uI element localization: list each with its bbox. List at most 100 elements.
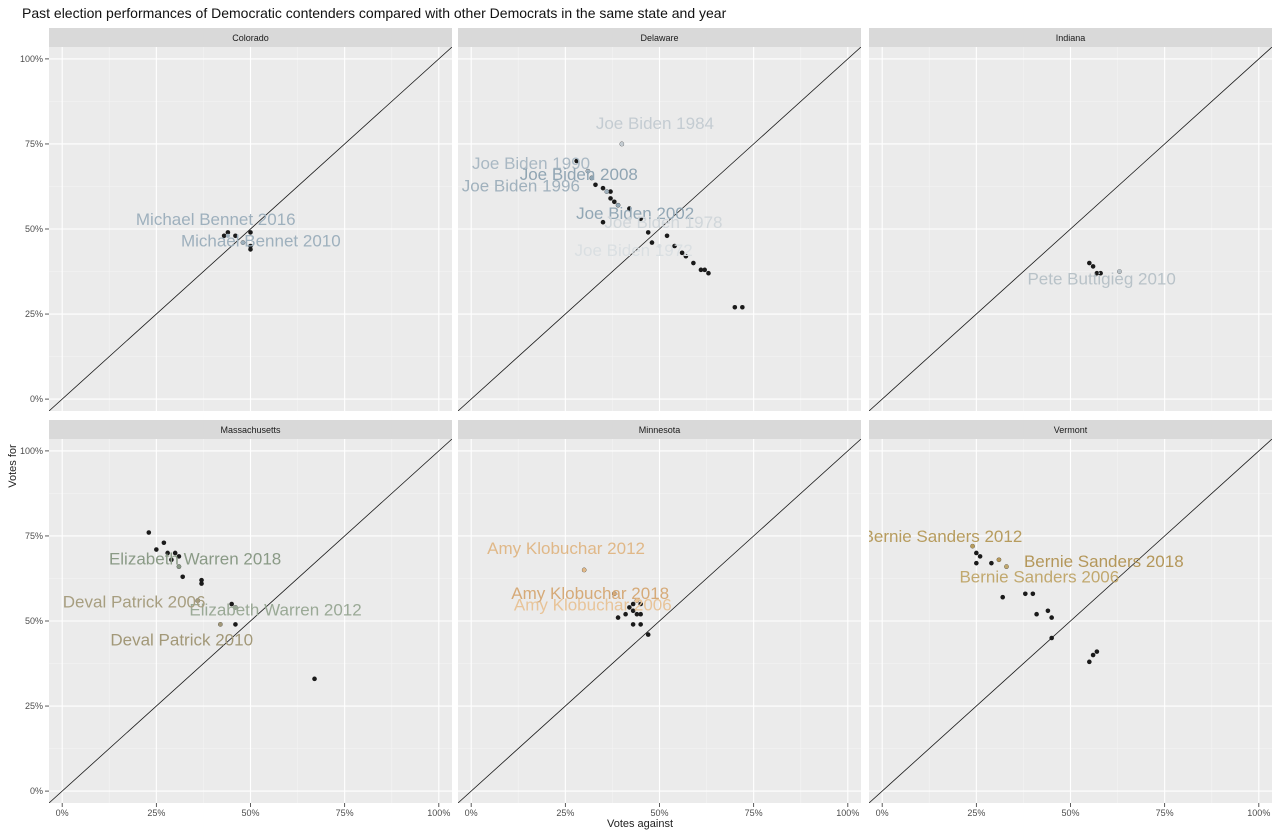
reference-line-equal	[458, 47, 861, 411]
data-point	[176, 554, 182, 559]
strip-vermont	[869, 420, 1272, 439]
strip-label-colorado: Colorado	[232, 33, 269, 43]
labeled-point	[1004, 564, 1009, 569]
data-point	[248, 243, 253, 249]
panel-colorado: Colorado Michael Bennet 2016 Michael Benne…	[20, 28, 452, 411]
x-tick-label: 25%	[967, 808, 985, 818]
point-label: Deval Patrick 2006	[63, 593, 206, 612]
data-point	[702, 267, 707, 273]
y-tick-label: 0%	[30, 786, 43, 796]
data-point	[1045, 608, 1051, 614]
data-point	[623, 611, 628, 617]
labeled-point	[627, 216, 632, 221]
point-label: Elizabeth Warren 2018	[109, 550, 281, 569]
data-point	[645, 230, 651, 235]
data-point	[1094, 270, 1100, 276]
strip-label-indiana: Indiana	[1056, 33, 1086, 43]
labeled-point	[615, 203, 621, 208]
panel-indiana: Indiana Pete Buttigieg 2010	[869, 28, 1272, 411]
y-tick-label: 50%	[25, 224, 43, 234]
point-label: Michael Bennet 2016	[136, 210, 296, 229]
point-label: Bernie Sanders 2018	[1024, 552, 1184, 571]
data-point	[172, 550, 178, 556]
x-tick-label: 25%	[147, 808, 165, 818]
data-point	[1034, 611, 1039, 617]
data-point	[161, 540, 167, 546]
point-label: Joe Biden 2002	[576, 204, 694, 223]
x-tick-label: 50%	[1061, 808, 1079, 818]
x-tick-label: 75%	[745, 808, 763, 818]
labeled-point	[176, 564, 182, 569]
labeled-point	[996, 557, 1002, 562]
data-point	[1094, 649, 1100, 654]
labeled-point	[589, 175, 594, 181]
y-tick-label: 100%	[20, 446, 43, 456]
strip-delaware	[458, 28, 861, 47]
point-label: Amy Klobuchar 2012	[487, 539, 645, 558]
labeled-point	[582, 567, 587, 573]
point-label: Pete Buttigieg 2010	[1027, 270, 1175, 289]
data-point	[1049, 615, 1054, 620]
y-tick-label: 75%	[25, 531, 43, 541]
data-point	[638, 611, 643, 617]
point-label: Bernie Sanders 2006	[959, 568, 1119, 587]
x-tick-label: 75%	[336, 808, 354, 818]
strip-massachusetts	[49, 420, 452, 439]
data-point	[248, 230, 253, 235]
data-point	[180, 574, 186, 580]
strip-indiana	[869, 28, 1272, 47]
data-point	[630, 622, 636, 627]
data-point	[638, 216, 643, 222]
data-point	[600, 185, 606, 191]
data-point	[1049, 635, 1054, 641]
reference-line-equal	[458, 439, 861, 803]
data-point	[683, 253, 689, 259]
reference-line-equal	[49, 47, 452, 411]
point-label: Elizabeth Warren 2012	[189, 600, 361, 619]
data-point	[679, 250, 685, 256]
data-point	[574, 158, 579, 164]
point-label: Joe Biden 2008	[520, 165, 638, 184]
labeled-point	[657, 243, 662, 249]
data-point	[672, 243, 677, 249]
labeled-point	[225, 233, 231, 238]
x-tick-label: 100%	[1247, 808, 1270, 818]
strip-label-massachusetts: Massachusetts	[220, 425, 281, 435]
data-point	[627, 206, 632, 211]
labeled-point	[619, 141, 624, 147]
data-point	[146, 530, 152, 535]
point-label: Joe Biden 1990	[472, 154, 590, 173]
data-point	[740, 304, 745, 310]
data-point	[630, 601, 636, 607]
strip-colorado	[49, 28, 452, 47]
y-tick-label: 100%	[20, 54, 43, 64]
y-tick-label: 50%	[25, 616, 43, 626]
x-axis-label: Votes against	[606, 818, 674, 830]
reference-line-equal	[869, 439, 1272, 803]
point-label: Joe Biden 1972	[575, 241, 693, 260]
data-point	[732, 304, 738, 310]
data-point	[1023, 591, 1028, 597]
data-point	[225, 230, 231, 235]
x-tick-label: 75%	[1156, 808, 1174, 818]
x-tick-label: 0%	[56, 808, 69, 818]
data-point	[1098, 270, 1103, 276]
data-point	[974, 560, 979, 566]
labeled-point	[604, 189, 609, 194]
data-point	[1087, 659, 1092, 665]
y-tick-label: 0%	[30, 394, 43, 404]
labeled-point	[218, 622, 223, 627]
point-label: Bernie Sanders 2012	[863, 527, 1023, 546]
data-point	[169, 557, 174, 563]
point-label: Joe Biden 1984	[596, 114, 714, 133]
data-point	[199, 581, 204, 586]
x-tick-label: 25%	[556, 808, 574, 818]
data-point	[1030, 591, 1036, 597]
data-point	[645, 632, 651, 637]
data-point	[974, 550, 979, 556]
x-tick-label: 100%	[836, 808, 859, 818]
labeled-point	[233, 605, 238, 610]
data-point	[615, 615, 621, 620]
